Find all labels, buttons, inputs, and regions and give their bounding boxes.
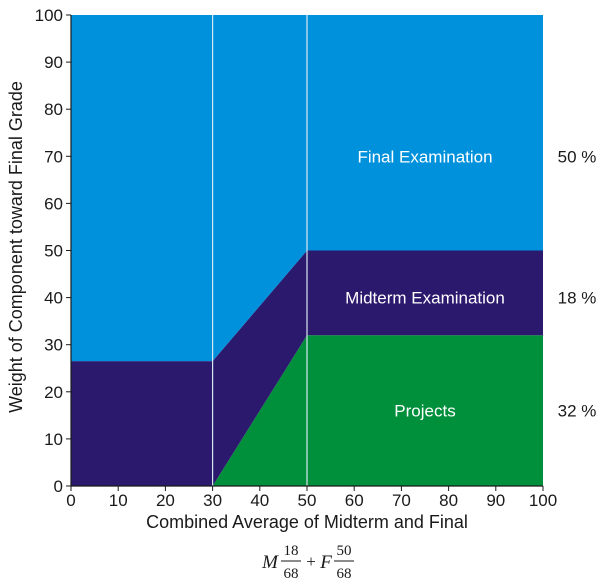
y-tick-label-70: 70	[44, 147, 63, 166]
y-tick-label-60: 60	[44, 194, 63, 213]
percent-label-2: 32 %	[558, 402, 597, 421]
formula-plus: +	[306, 552, 316, 571]
weight-formula: M 18 68 + F 50 68	[261, 543, 354, 582]
y-tick-label-90: 90	[44, 53, 63, 72]
formula-m: M	[261, 552, 279, 573]
formula-m-numerator: 18	[284, 543, 299, 559]
percent-labels: 50 % 18 % 32 %	[558, 147, 597, 420]
x-tick-label-80: 80	[439, 491, 458, 510]
x-tick-label-0: 0	[66, 491, 75, 510]
formula-f: F	[319, 552, 332, 573]
y-tick-label-30: 30	[44, 336, 63, 355]
region-label-final-examination: Final Examination	[357, 147, 492, 166]
y-tick-label-50: 50	[44, 242, 63, 261]
y-tick-labels: 0 10 20 30 40 50 60 70 80 90 100	[35, 6, 71, 496]
y-tick-label-10: 10	[44, 430, 63, 449]
region-label-projects: Projects	[394, 402, 455, 421]
percent-label-1: 18 %	[558, 289, 597, 308]
y-tick-label-80: 80	[44, 100, 63, 119]
region-labels: Final Examination Midterm Examination Proj…	[345, 147, 505, 420]
y-tick-label-40: 40	[44, 289, 63, 308]
y-axis-label: Weight of Component toward Final Grade	[6, 81, 26, 413]
x-tick-label-20: 20	[156, 491, 175, 510]
y-tick-label-0: 0	[54, 477, 63, 496]
x-tick-label-10: 10	[109, 491, 128, 510]
x-axis-label: Combined Average of Midterm and Final	[146, 512, 468, 532]
x-tick-labels: 0 10 20 30 40 50 60 70 80 90 100	[66, 486, 557, 510]
x-tick-label-60: 60	[345, 491, 364, 510]
y-tick-label-20: 20	[44, 383, 63, 402]
x-tick-label-100: 100	[529, 491, 557, 510]
percent-label-0: 50 %	[558, 147, 597, 166]
region-label-midterm-examination: Midterm Examination	[345, 289, 505, 308]
vertical-guide-lines	[212, 15, 308, 486]
x-tick-label-90: 90	[486, 491, 505, 510]
y-tick-label-100: 100	[35, 6, 63, 25]
formula-f-denominator: 68	[337, 566, 352, 582]
x-tick-label-40: 40	[250, 491, 269, 510]
formula-m-denominator: 68	[284, 566, 299, 582]
x-tick-label-30: 30	[203, 491, 222, 510]
formula-f-numerator: 50	[337, 543, 352, 559]
x-tick-label-50: 50	[298, 491, 317, 510]
midterm-examination-area	[71, 250, 543, 486]
x-tick-label-70: 70	[392, 491, 411, 510]
